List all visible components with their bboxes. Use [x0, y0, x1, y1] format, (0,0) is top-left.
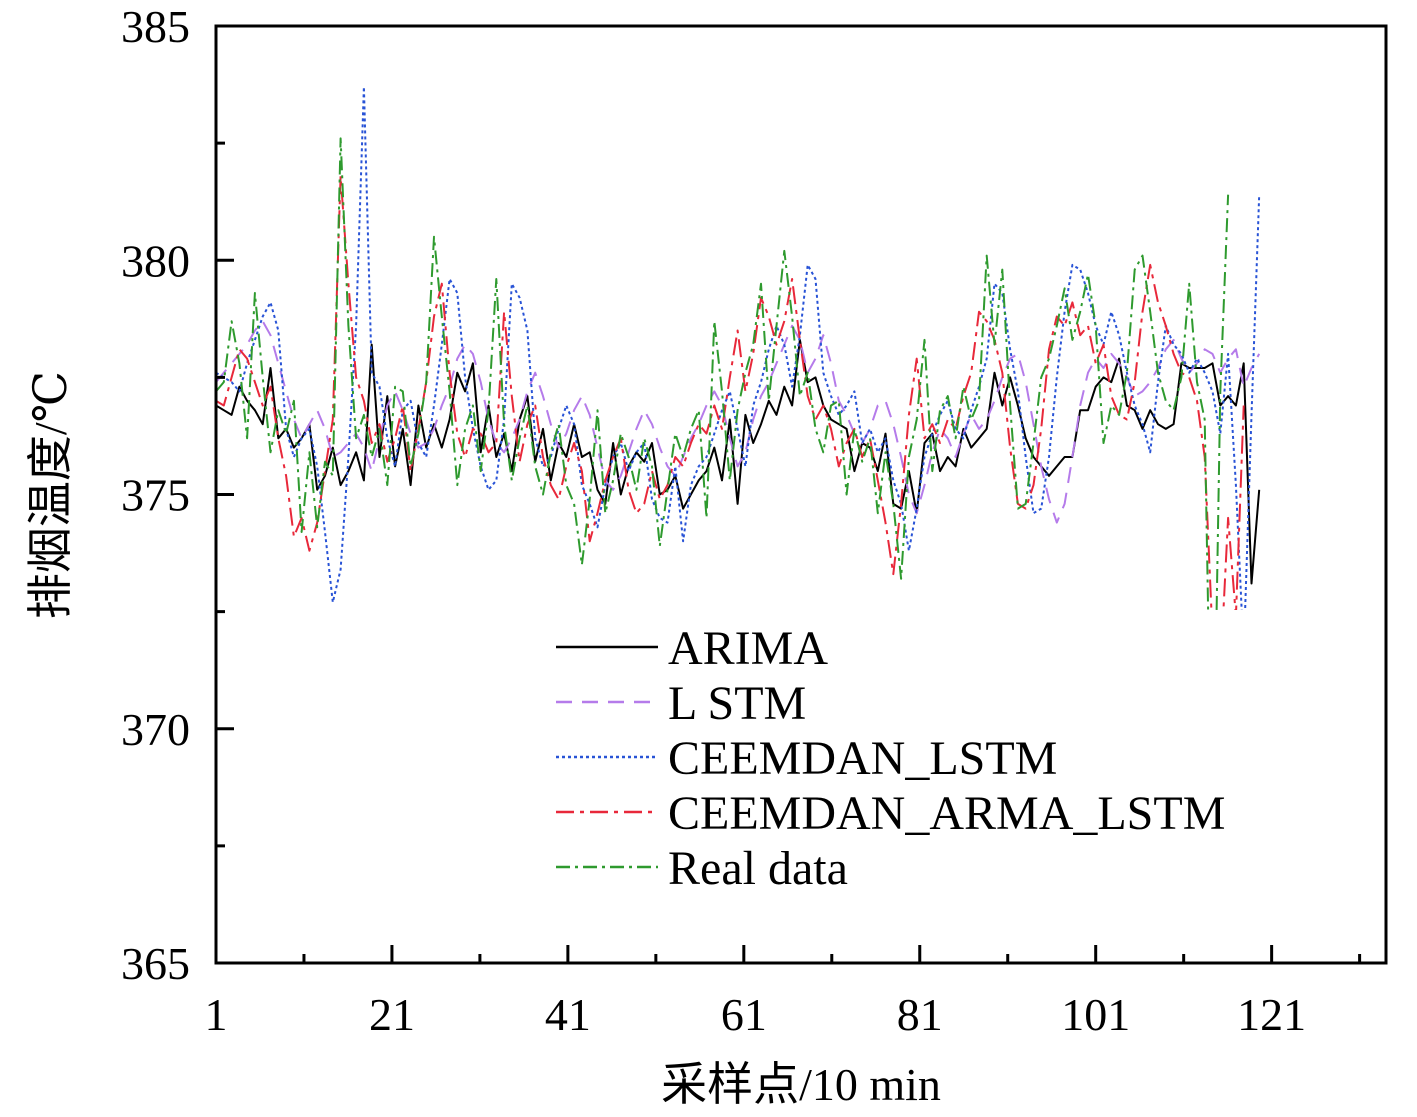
y-tick-label-385: 385: [121, 1, 190, 52]
series-line-real-data: [215, 137, 1230, 857]
legend: ARIMA L STM CEEMDAN_LSTM CEEMDAN_ARMA_LS…: [540, 610, 1360, 900]
legend-label-lstm: L STM: [668, 677, 806, 730]
legend-label-arima: ARIMA: [668, 622, 828, 675]
legend-box: [540, 610, 1360, 900]
legend-label-ceemdan-lstm: CEEMDAN_LSTM: [668, 732, 1057, 785]
y-tick-label-380: 380: [121, 235, 190, 286]
series-line-arima: [215, 338, 1261, 585]
x-tick-label-41: 41: [545, 989, 591, 1040]
legend-label-real-data: Real data: [668, 842, 848, 895]
y-axis-title: 排烟温度/℃: [25, 371, 76, 619]
series-line-l-stm: [215, 320, 1261, 524]
y-tick-label-375: 375: [121, 470, 190, 521]
x-tick-label-61: 61: [721, 989, 767, 1040]
y-tick-label-370: 370: [121, 704, 190, 755]
legend-label-ceemdan-arma-lstm: CEEMDAN_ARMA_LSTM: [668, 787, 1225, 840]
series-line-ceemdan-lstm: [215, 85, 1261, 655]
series-layer: [215, 85, 1261, 857]
x-tick-label-101: 101: [1061, 989, 1130, 1040]
x-tick-label-121: 121: [1237, 989, 1306, 1040]
x-tick-label-21: 21: [369, 989, 415, 1040]
x-tick-label-81: 81: [897, 989, 943, 1040]
x-tick-label-1: 1: [205, 989, 228, 1040]
x-axis-title: 采样点/10 min: [661, 1059, 941, 1110]
y-tick-label-365: 365: [121, 938, 190, 989]
series-line-ceemdan-arma-lstm: [215, 174, 1245, 674]
